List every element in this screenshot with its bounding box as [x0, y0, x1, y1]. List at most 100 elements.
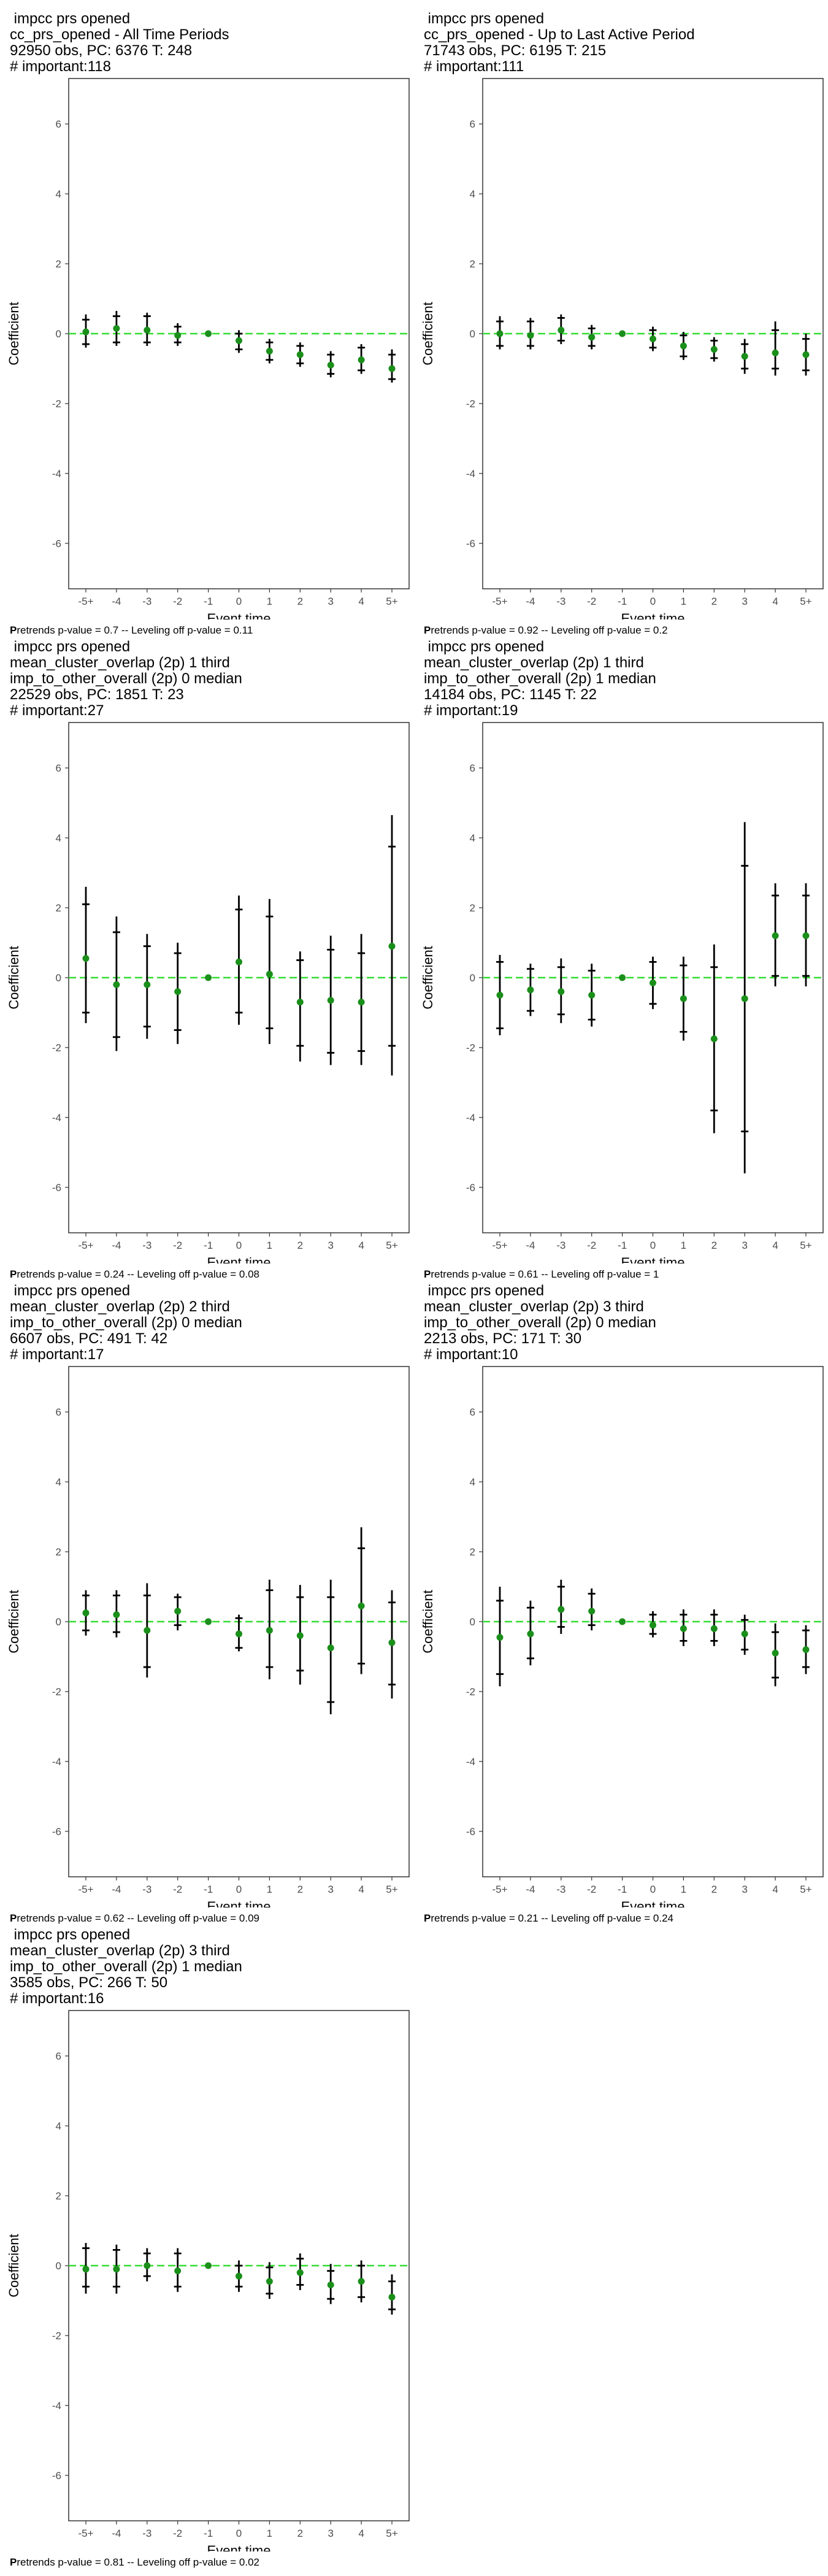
coefficient-point — [619, 330, 626, 337]
y-tick-label: 6 — [56, 118, 61, 130]
coefficient-point — [680, 342, 687, 350]
chart-panel: impcc prs opened mean_cluster_overlap (2p… — [0, 639, 414, 1288]
coefficient-point — [266, 347, 273, 355]
coefficient-point — [619, 1618, 626, 1625]
x-tick-label: -5+ — [492, 596, 507, 607]
y-axis-label: Coefficient — [6, 1590, 21, 1654]
coefficient-point — [82, 1609, 90, 1617]
x-tick-label: 1 — [267, 596, 272, 607]
footnote-lead: P — [424, 624, 431, 636]
chart-header-line: mean_cluster_overlap (2p) 3 third — [10, 1942, 230, 1959]
chart-panel: impcc prs opened mean_cluster_overlap (2p… — [414, 1283, 828, 1932]
x-tick-label: 0 — [236, 2528, 242, 2539]
chart-header-line: imp_to_other_overall (2p) 0 median — [10, 670, 242, 687]
chart-header: impcc prs opened mean_cluster_overlap (2p… — [424, 639, 656, 719]
y-tick-label: 2 — [56, 902, 61, 914]
coefficient-point — [558, 1606, 565, 1613]
coefficient-point — [772, 932, 779, 940]
x-axis-label: Event time — [621, 1899, 685, 1907]
y-tick-label: 4 — [56, 2120, 61, 2132]
coefficient-point — [496, 991, 504, 999]
chart-header-line: mean_cluster_overlap (2p) 1 third — [424, 654, 644, 671]
event-study-chart: 6 4 2 0 -2 -4 -6 -5+ -4 -3 -2 -1 0 1 2 3 4 5+ Event time Co… — [420, 722, 824, 1263]
x-tick-label: -1 — [204, 1240, 213, 1251]
x-tick-label: 5+ — [386, 1240, 397, 1251]
chart-header-line: impcc prs opened — [424, 638, 545, 655]
footnote-text: retrends p-value = 0.7 -- Leveling off p… — [17, 624, 253, 636]
x-tick-label: -5+ — [78, 2528, 93, 2539]
x-tick-label: 2 — [297, 2528, 303, 2539]
coefficient-point — [205, 974, 212, 981]
chart-header: impcc prs opened cc_prs_opened - Up to La… — [424, 11, 695, 75]
footnote-lead: P — [10, 624, 17, 636]
x-tick-label: -4 — [112, 596, 121, 607]
y-tick-label: -2 — [52, 398, 61, 410]
coefficient-point — [802, 1646, 810, 1654]
coefficient-point — [266, 2278, 273, 2285]
x-tick-label: 1 — [267, 1884, 272, 1895]
coefficient-point — [650, 979, 656, 987]
footnote-lead: P — [10, 2556, 17, 2568]
chart-header-line: impcc prs opened — [10, 1282, 131, 1299]
coefficient-point — [113, 2266, 120, 2273]
chart-header-line: # important:17 — [10, 1346, 104, 1363]
x-tick-label: -2 — [587, 1240, 596, 1251]
x-tick-label: 0 — [236, 596, 242, 607]
coefficient-point — [205, 1618, 212, 1625]
coefficient-point — [144, 326, 151, 334]
coefficient-point — [588, 1608, 596, 1615]
coefficient-point — [358, 1602, 365, 1609]
footnote-text: retrends p-value = 0.81 -- Leveling off … — [17, 2556, 260, 2568]
x-tick-label: -5+ — [78, 596, 93, 607]
coefficient-point — [82, 2266, 90, 2273]
x-axis-label: Event time — [621, 1255, 685, 1263]
y-axis-label: Coefficient — [6, 302, 21, 366]
pvalue-footnote: Pretrends p-value = 0.21 -- Leveling off… — [424, 1912, 673, 1925]
x-tick-label: -3 — [142, 1884, 151, 1895]
x-tick-label: -4 — [112, 1240, 121, 1251]
y-tick-label: -4 — [466, 1756, 475, 1768]
coefficient-point — [650, 1622, 656, 1629]
chart-header-line: impcc prs opened — [10, 10, 131, 27]
y-tick-label: 6 — [470, 1406, 475, 1418]
y-tick-label: 4 — [56, 188, 61, 200]
y-tick-label: -2 — [52, 1042, 61, 1054]
x-tick-label: -2 — [173, 1240, 182, 1251]
x-tick-label: 2 — [297, 596, 303, 607]
y-tick-label: -4 — [466, 468, 475, 480]
y-tick-label: -4 — [52, 468, 61, 480]
coefficient-point — [174, 332, 182, 339]
x-tick-label: 4 — [772, 1884, 778, 1895]
coefficient-point — [113, 1611, 120, 1619]
chart-header-line: 71743 obs, PC: 6195 T: 215 — [424, 42, 607, 59]
coefficient-point — [741, 1630, 748, 1638]
y-tick-label: 6 — [470, 762, 475, 774]
chart-header-line: impcc prs opened — [424, 10, 545, 27]
chart-header-line: mean_cluster_overlap (2p) 3 third — [424, 1298, 644, 1315]
chart-header-line: impcc prs opened — [10, 638, 131, 655]
coefficient-point — [558, 326, 565, 334]
y-tick-label: 0 — [470, 972, 475, 984]
y-tick-label: -4 — [52, 2400, 61, 2412]
y-tick-label: 6 — [56, 2050, 61, 2062]
x-tick-label: -5+ — [492, 1240, 507, 1251]
coefficient-point — [527, 332, 534, 339]
coefficient-point — [588, 334, 596, 341]
y-tick-label: 6 — [56, 762, 61, 774]
x-tick-label: -3 — [142, 1240, 151, 1251]
x-tick-label: -3 — [556, 1240, 565, 1251]
x-tick-label: 4 — [772, 596, 778, 607]
x-tick-label: -2 — [173, 1884, 182, 1895]
x-tick-label: 0 — [236, 1884, 242, 1895]
pvalue-footnote: Pretrends p-value = 0.61 -- Leveling off… — [424, 1268, 659, 1281]
coefficient-point — [710, 346, 718, 353]
x-tick-label: 0 — [650, 596, 656, 607]
chart-header-line: cc_prs_opened - All Time Periods — [10, 26, 229, 43]
chart-header-line: mean_cluster_overlap (2p) 2 third — [10, 1298, 230, 1315]
coefficient-point — [680, 995, 687, 1002]
y-tick-label: 2 — [470, 1546, 475, 1558]
x-tick-label: -1 — [618, 596, 627, 607]
coefficient-point — [174, 2267, 182, 2275]
y-tick-label: -4 — [52, 1112, 61, 1124]
x-axis-label: Event time — [621, 611, 685, 619]
